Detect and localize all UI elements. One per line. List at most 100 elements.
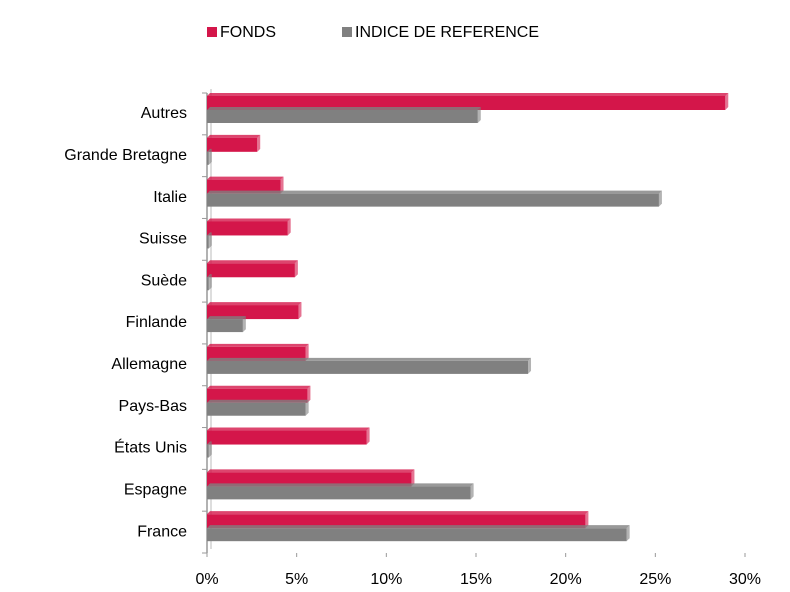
bar-part	[207, 486, 471, 500]
bar-part	[207, 193, 659, 207]
bar-part	[208, 274, 212, 291]
bar-part	[208, 148, 212, 165]
bar-part	[207, 260, 298, 264]
bar	[207, 176, 284, 194]
x-tick-label: 0%	[195, 571, 218, 588]
bar-part	[207, 137, 258, 152]
bar-part	[207, 96, 726, 110]
y-tick-label: Grande Bretagne	[64, 147, 187, 164]
bar-part	[207, 93, 729, 96]
bar-part	[207, 346, 306, 361]
bar	[207, 260, 298, 278]
bar-part	[207, 319, 243, 333]
bar	[207, 427, 370, 445]
bar-part	[207, 302, 302, 306]
bar-part	[366, 427, 370, 445]
bar-part	[207, 305, 299, 320]
bar-part	[207, 385, 311, 389]
bar-part	[207, 218, 291, 222]
bar	[207, 357, 532, 374]
bar-part	[207, 399, 309, 403]
bar-part	[207, 427, 370, 431]
bar-part	[207, 343, 309, 347]
bar	[207, 232, 212, 249]
bar	[207, 134, 261, 152]
y-tick-label: Suisse	[139, 231, 187, 248]
bar-part	[470, 483, 474, 500]
bar-part	[528, 357, 532, 374]
bar-part	[207, 514, 586, 529]
bar-part	[207, 441, 212, 445]
legend-label: INDICE DE REFERENCE	[355, 24, 539, 41]
bar-part	[207, 388, 308, 403]
bar-part	[242, 316, 246, 333]
bar-part	[207, 360, 529, 374]
bar	[207, 399, 309, 416]
bar-part	[298, 302, 302, 320]
bar-part	[626, 525, 630, 542]
bar	[207, 483, 474, 500]
bar	[207, 469, 415, 487]
y-tick-label: Italie	[153, 189, 187, 206]
bar	[207, 218, 291, 236]
bar-part	[207, 444, 209, 458]
bar-part	[207, 402, 306, 416]
bar-part	[280, 176, 284, 194]
bar-part	[207, 134, 261, 138]
bar-part	[658, 190, 662, 207]
y-tick-label: Suède	[141, 272, 187, 289]
bar-part	[725, 93, 729, 110]
bar-part	[294, 260, 298, 278]
y-tick-label: Finlande	[126, 314, 187, 331]
bar	[207, 343, 309, 361]
bar-part	[207, 316, 246, 320]
x-tick-label: 20%	[550, 571, 582, 588]
bar-part	[207, 277, 209, 291]
bar-part	[207, 179, 281, 194]
bar-part	[207, 235, 209, 249]
bar-part	[305, 343, 309, 361]
y-tick-label: Allemagne	[111, 356, 187, 373]
y-tick-label: France	[137, 523, 187, 540]
x-tick-label: 5%	[285, 571, 308, 588]
bar-part	[207, 511, 589, 515]
bar	[207, 385, 311, 403]
x-tick-label: 15%	[460, 571, 492, 588]
x-tick-label: 10%	[370, 571, 402, 588]
bar-part	[585, 511, 589, 529]
legend-swatch	[207, 27, 217, 37]
bar-part	[207, 148, 212, 152]
bar	[207, 148, 212, 165]
bar-part	[287, 218, 291, 236]
bar	[207, 107, 481, 123]
legend-label: FONDS	[220, 24, 276, 41]
bar-part	[307, 385, 311, 403]
bar-part	[207, 232, 212, 236]
bar	[207, 525, 630, 542]
y-tick-label: Pays-Bas	[119, 398, 187, 415]
bar-part	[257, 134, 261, 152]
bar-part	[207, 151, 209, 165]
bar-part	[207, 190, 662, 194]
bar-part	[207, 221, 288, 236]
bar-part	[207, 430, 367, 445]
bar-part	[207, 525, 630, 529]
bar-part	[207, 176, 284, 180]
bar-part	[207, 528, 627, 542]
bar	[207, 93, 729, 110]
bar-part	[305, 399, 309, 416]
bar-part	[207, 469, 415, 473]
bar-part	[207, 263, 295, 278]
bar	[207, 274, 212, 291]
x-tick-label: 25%	[639, 571, 671, 588]
y-tick-label: États Unis	[114, 438, 187, 457]
bar-part	[207, 357, 532, 361]
bar	[207, 511, 589, 529]
bar-part	[207, 483, 474, 487]
bar	[207, 441, 212, 458]
bar-part	[477, 107, 481, 123]
y-tick-label: Autres	[141, 105, 187, 122]
bar-part	[207, 472, 412, 487]
bar-part	[411, 469, 415, 487]
